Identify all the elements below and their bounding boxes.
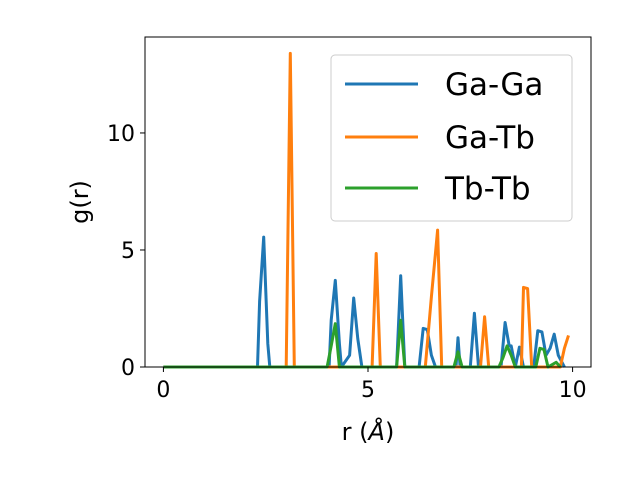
x-axis-unit: Å [367,417,385,446]
legend-label-tb-tb: Tb-Tb [444,171,531,207]
legend-box [330,54,573,222]
legend: Ga-Ga Ga-Tb Tb-Tb [330,54,573,222]
x-tick-label: 0 [156,378,170,403]
legend-label-ga-tb: Ga-Tb [445,120,535,156]
x-tick-label: 10 [559,378,587,403]
y-axis-label: g(r) [66,180,94,224]
y-tick-label: 5 [121,239,135,264]
ticks-layer: 0 5 10 0 5 10 [107,122,587,403]
y-tick-label: 0 [121,356,135,381]
x-tick-label: 5 [361,378,375,403]
y-tick-label: 10 [107,122,135,147]
x-axis-label: r (Å) [342,417,395,446]
legend-label-ga-ga: Ga-Ga [445,67,543,103]
series-line-ga-ga [163,235,566,369]
